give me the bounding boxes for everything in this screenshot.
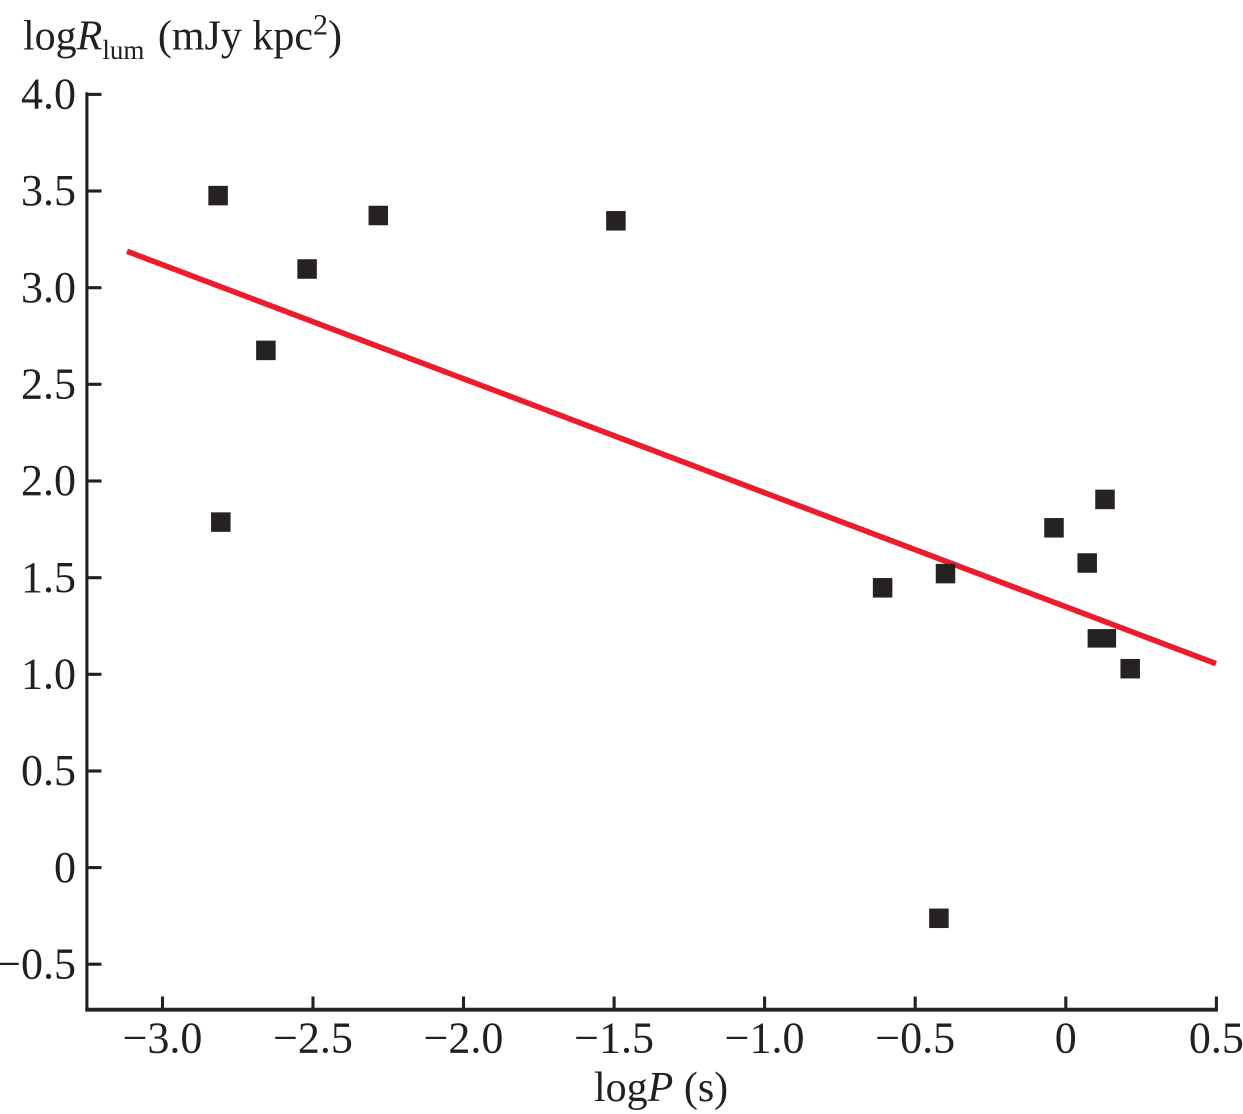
svg-text:−0.5: −0.5 xyxy=(875,1013,955,1062)
svg-text:logRlum (mJy kpc2): logRlum (mJy kpc2) xyxy=(23,8,342,64)
svg-text:2.5: 2.5 xyxy=(21,360,76,409)
svg-text:logP (s): logP (s) xyxy=(594,1065,728,1111)
svg-text:3.5: 3.5 xyxy=(21,166,76,215)
svg-text:0.5: 0.5 xyxy=(21,746,76,795)
svg-text:−0.5: −0.5 xyxy=(0,939,76,988)
svg-text:1.5: 1.5 xyxy=(21,553,76,602)
svg-text:−1.0: −1.0 xyxy=(725,1013,805,1062)
svg-text:−2.0: −2.0 xyxy=(424,1013,504,1062)
svg-text:−2.5: −2.5 xyxy=(273,1013,353,1062)
svg-text:0.5: 0.5 xyxy=(1189,1013,1243,1062)
svg-text:−1.5: −1.5 xyxy=(574,1013,654,1062)
svg-text:1.0: 1.0 xyxy=(21,650,76,699)
svg-text:2.0: 2.0 xyxy=(21,456,76,505)
svg-text:3.0: 3.0 xyxy=(21,263,76,312)
svg-text:0: 0 xyxy=(54,843,76,892)
svg-text:−3.0: −3.0 xyxy=(123,1013,203,1062)
svg-text:4.0: 4.0 xyxy=(21,70,76,119)
svg-text:0: 0 xyxy=(1055,1013,1077,1062)
